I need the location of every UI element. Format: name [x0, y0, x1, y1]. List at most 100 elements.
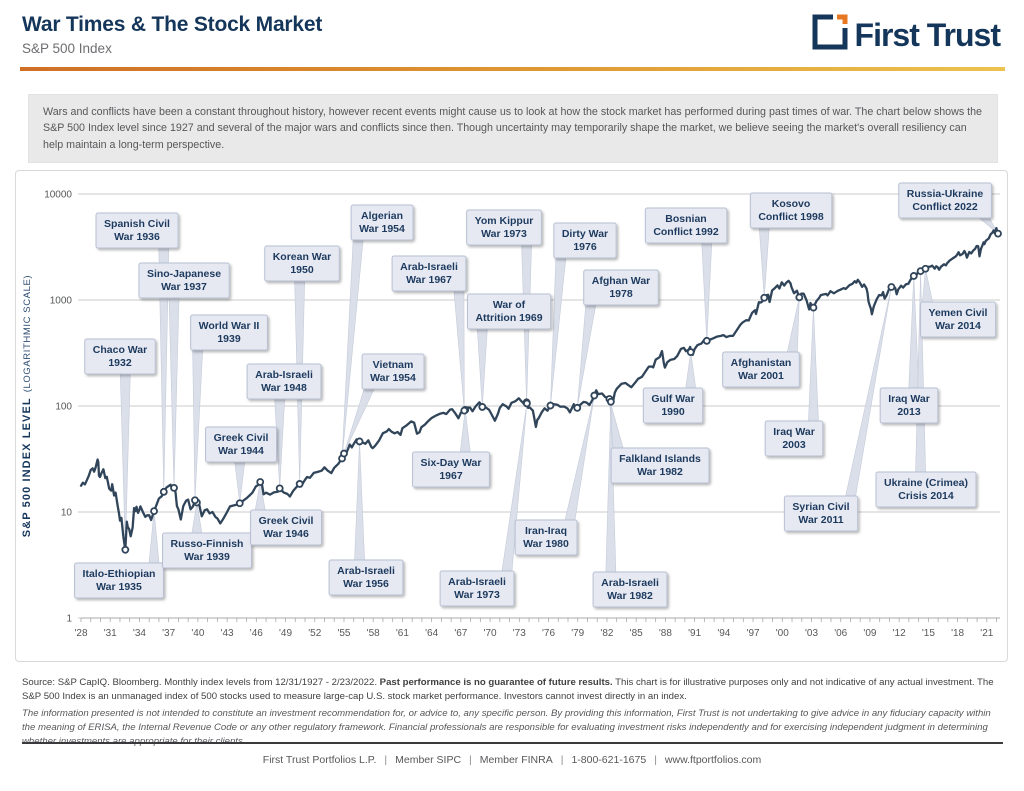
first-trust-logo: First Trust — [812, 14, 1001, 55]
footer-separator: | — [560, 754, 564, 766]
x-tick-label: '46 — [250, 628, 263, 639]
war-annotation: Six-Day War 1967 — [412, 451, 490, 488]
war-annotation-box — [610, 447, 710, 484]
war-annotation-box — [162, 532, 252, 569]
war-annotation-box — [328, 559, 404, 596]
x-tick-label: '64 — [425, 628, 438, 639]
war-annotation-box — [190, 314, 268, 351]
annotation-leader — [808, 307, 819, 422]
x-tick-label: '94 — [717, 628, 730, 639]
x-tick-label: '43 — [221, 628, 234, 639]
war-annotation-label: Afghanistan War 2001 — [731, 357, 792, 382]
war-annotation-box — [583, 269, 659, 306]
chart-panel: 10000 1000 100 10 1'28 '31 '34 '37 '40 '43 '46 '49 '… — [15, 170, 1008, 662]
war-annotation-label: Bosnian Conflict 1992 — [653, 213, 719, 238]
war-annotation-label: Vietnam War 1954 — [370, 359, 416, 384]
war-annotation: Korean War 1950 — [264, 245, 340, 282]
event-marker — [275, 484, 284, 493]
war-annotation: Bosnian Conflict 1992 — [644, 207, 728, 244]
war-annotation: Ukraine (Crimea) Crisis 2014 — [875, 471, 977, 508]
war-annotation-label: Iraq War 2013 — [888, 393, 930, 418]
event-marker — [702, 336, 711, 345]
war-annotation-label: Arab-Israeli War 1982 — [601, 577, 659, 602]
event-marker — [340, 449, 348, 458]
x-tick-label: '40 — [191, 628, 204, 639]
war-annotation-box — [722, 351, 800, 388]
page-title: War Times & The Stock Market — [22, 13, 323, 36]
war-annotation-box — [764, 420, 824, 457]
y-tick-label: 1000 — [50, 296, 73, 307]
war-annotation-box — [783, 495, 859, 532]
war-annotation-label: Italo-Ethiopian War 1935 — [83, 568, 156, 593]
y-tick-label: 10 — [61, 508, 73, 519]
war-annotation: Arab-Israeli War 1956 — [328, 559, 404, 596]
x-tick-label: '91 — [688, 628, 701, 639]
war-annotation-box — [875, 471, 977, 508]
event-marker — [121, 545, 130, 554]
x-tick-label: '97 — [747, 628, 760, 639]
footer-website-link[interactable]: www.ftportfolios.com — [664, 754, 762, 766]
event-marker — [573, 403, 582, 412]
event-marker — [295, 480, 304, 488]
war-annotation: Sino-Japanese War 1937 — [138, 262, 230, 299]
event-marker — [478, 403, 487, 411]
y-tick-label: 1 — [66, 614, 72, 625]
war-annotation: Italo-Ethiopian War 1935 — [74, 562, 164, 599]
war-annotation-label: Yom Kippur War 1973 — [475, 215, 534, 240]
war-annotation-box — [250, 509, 323, 546]
war-annotation-label: Arab-Israeli War 1948 — [255, 369, 313, 394]
annotation-leader — [685, 352, 697, 389]
first-trust-logo-text: First Trust — [854, 16, 1001, 53]
war-annotation-box — [95, 212, 179, 249]
war-annotation-box — [898, 182, 992, 219]
war-annotation: Yemen Civil War 2014 — [920, 301, 997, 338]
event-marker — [590, 391, 599, 400]
war-annotation-label: Gulf War 1990 — [651, 393, 694, 418]
annotation-leader — [908, 275, 920, 389]
war-annotation: Iraq War 2013 — [879, 387, 939, 424]
y-tick-label: 100 — [55, 402, 72, 413]
war-annotation-label: Algerian War 1954 — [359, 210, 405, 235]
war-annotation: Afghan War 1978 — [583, 269, 659, 306]
event-marker — [256, 478, 265, 486]
war-annotation-box — [84, 338, 156, 375]
annotation-leader — [453, 290, 465, 411]
war-annotation-box — [205, 426, 278, 463]
war-annotation: World War II 1939 — [190, 314, 268, 351]
x-tick-label: '55 — [337, 628, 350, 639]
war-annotation: Vietnam War 1954 — [361, 353, 425, 390]
event-marker — [170, 483, 178, 492]
war-annotation-label: Six-Day War 1967 — [421, 457, 482, 482]
x-tick-label: '67 — [454, 628, 467, 639]
war-annotation-label: War of Attrition 1969 — [475, 299, 542, 324]
event-marker — [159, 487, 168, 496]
war-annotation: War of Attrition 1969 — [466, 293, 552, 330]
war-annotation: Yom Kippur War 1973 — [466, 209, 542, 246]
x-tick-label: '21 — [980, 628, 993, 639]
war-annotation-label: World War II 1939 — [199, 320, 260, 345]
war-annotation-label: Korean War 1950 — [273, 251, 332, 276]
annotation-leader — [922, 268, 933, 303]
x-tick-label: '58 — [367, 628, 380, 639]
war-annotation-box — [642, 387, 704, 424]
x-tick-label: '31 — [104, 628, 117, 639]
annotation-leader — [476, 328, 488, 407]
war-annotation: Falkland Islands War 1982 — [610, 447, 710, 484]
event-marker — [887, 283, 896, 291]
annotation-leader — [459, 409, 471, 453]
marker-layer — [121, 229, 1002, 554]
war-annotation-label: Chaco War 1932 — [93, 344, 147, 369]
x-tick-label: '76 — [542, 628, 555, 639]
war-annotation-label: Sino-Japanese War 1937 — [147, 268, 221, 293]
sp500-line-chart: 10000 1000 100 10 1'28 '31 '34 '37 '40 '43 '46 '49 '… — [21, 182, 1002, 639]
event-marker — [686, 348, 695, 356]
x-tick-label: '49 — [279, 628, 292, 639]
war-annotation-label: Ukraine (Crimea) Crisis 2014 — [884, 477, 968, 502]
footer-phone[interactable]: 1-800-621-1675 — [571, 754, 647, 766]
war-annotation-label: Iraq War 2003 — [773, 426, 815, 451]
intro-text-box: Wars and conflicts have been a constant … — [28, 94, 998, 163]
y-axis-title: S&P 500 INDEX LEVEL(LOGARITHMIC SCALE) — [21, 275, 33, 537]
war-annotation-label: Spanish Civil War 1936 — [104, 218, 170, 243]
war-annotation-box — [361, 353, 425, 390]
event-marker — [355, 437, 364, 446]
